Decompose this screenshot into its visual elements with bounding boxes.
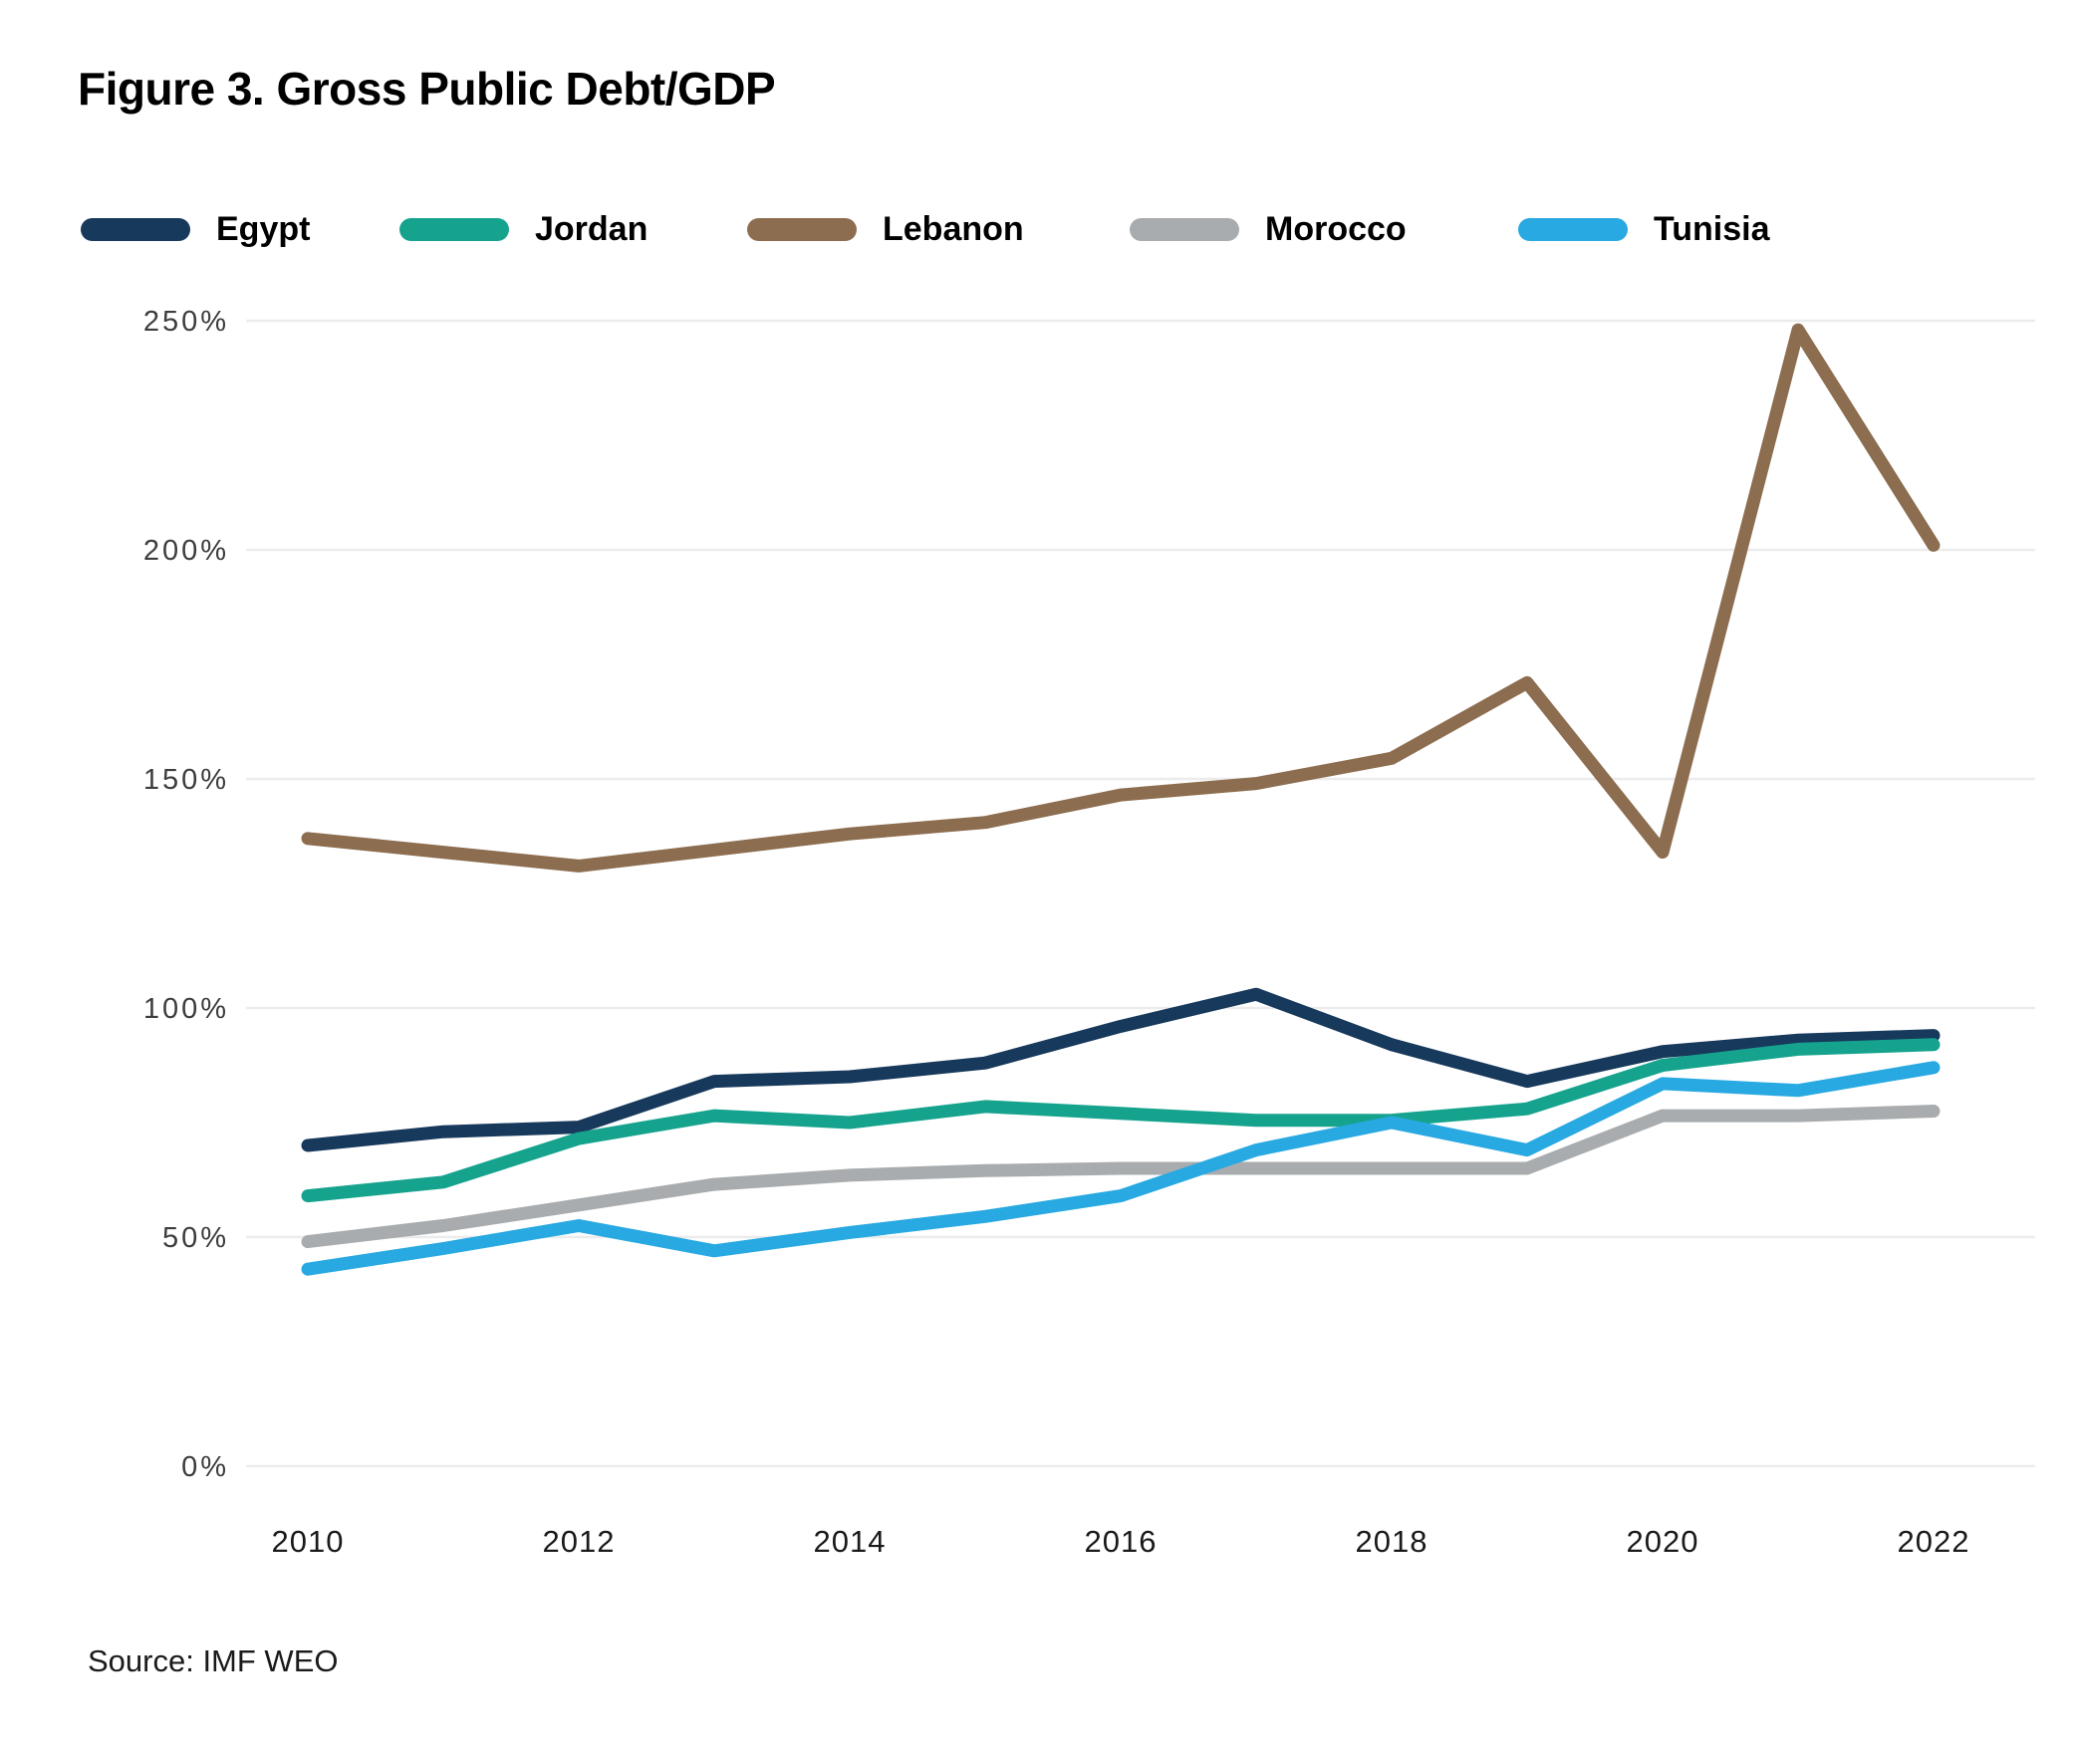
x-tick-label: 2018 xyxy=(1356,1524,1428,1559)
legend-swatch xyxy=(81,217,190,241)
chart-title: Figure 3. Gross Public Debt/GDP xyxy=(78,63,776,115)
legend-swatch xyxy=(747,217,857,241)
series-line-morocco xyxy=(301,1105,1941,1249)
series-lines xyxy=(301,323,1941,1276)
legend-item-lebanon: Lebanon xyxy=(747,209,1024,249)
y-tick-label: 250% xyxy=(143,306,229,338)
series-line-jordan xyxy=(301,1038,1941,1203)
x-tick-label: 2022 xyxy=(1898,1524,1970,1559)
x-tick-label: 2020 xyxy=(1627,1524,1699,1559)
legend-swatch xyxy=(1518,217,1628,241)
series-line-egypt xyxy=(301,987,1941,1152)
x-tick-label: 2010 xyxy=(272,1524,345,1559)
legend-item-tunisia: Tunisia xyxy=(1518,209,1770,249)
x-tick-label: 2016 xyxy=(1085,1524,1158,1559)
legend-swatch xyxy=(1130,217,1239,241)
y-tick-label: 150% xyxy=(143,764,229,796)
legend-label: Morocco xyxy=(1265,210,1407,248)
legend-item-morocco: Morocco xyxy=(1130,209,1407,249)
series-line-lebanon xyxy=(301,323,1941,873)
legend-item-jordan: Jordan xyxy=(399,209,648,249)
legend-label: Jordan xyxy=(535,210,649,248)
source-note: Source: IMF WEO xyxy=(88,1643,339,1678)
legend-item-egypt: Egypt xyxy=(81,209,310,249)
x-tick-label: 2014 xyxy=(814,1524,887,1559)
x-axis-tick-labels: 2010 2012 2014 2016 2018 2020 2022 xyxy=(272,1524,1970,1559)
y-tick-label: 50% xyxy=(162,1222,229,1254)
y-axis-tick-labels: 250% 200% 150% 100% 50% 0% xyxy=(143,306,229,1483)
legend-label: Egypt xyxy=(216,210,311,248)
gridlines xyxy=(246,319,2035,1468)
y-tick-label: 100% xyxy=(143,993,229,1025)
y-tick-label: 200% xyxy=(143,535,229,567)
x-tick-label: 2012 xyxy=(543,1524,616,1559)
legend-swatch xyxy=(399,217,509,241)
y-tick-label: 0% xyxy=(181,1451,229,1483)
legend-label: Lebanon xyxy=(883,210,1024,248)
series-line-tunisia xyxy=(301,1061,1941,1276)
legend-label: Tunisia xyxy=(1654,210,1770,248)
chart-legend: Egypt Jordan Lebanon Morocco Tunisia xyxy=(0,209,2076,249)
